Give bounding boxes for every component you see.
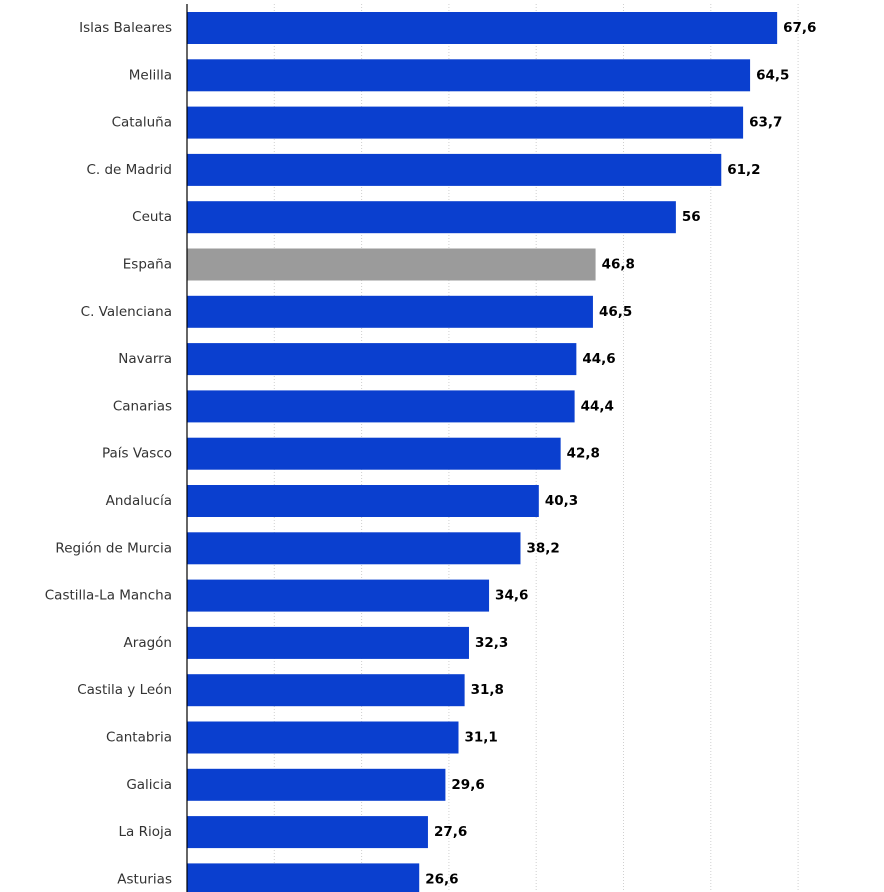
value-label-4: 56 <box>682 209 701 225</box>
bar-9[interactable] <box>187 437 561 470</box>
value-label-13: 32,3 <box>475 635 508 651</box>
bar-2[interactable] <box>187 106 744 139</box>
category-label-8: Canarias <box>113 398 172 414</box>
category-label-7: Navarra <box>118 351 172 367</box>
bar-3[interactable] <box>187 153 722 186</box>
value-label-1: 64,5 <box>756 67 789 83</box>
bar-4[interactable] <box>187 201 676 234</box>
value-label-8: 44,4 <box>581 398 614 414</box>
value-label-16: 29,6 <box>451 777 484 793</box>
value-label-14: 31,8 <box>471 682 504 698</box>
bar-11[interactable] <box>187 532 521 565</box>
value-label-15: 31,1 <box>465 730 498 746</box>
category-label-15: Cantabria <box>106 730 172 746</box>
bar-0[interactable] <box>187 12 778 44</box>
category-label-11: Región de Murcia <box>55 540 172 556</box>
category-label-4: Ceuta <box>132 209 172 225</box>
category-label-0: Islas Baleares <box>79 20 172 36</box>
value-label-0: 67,6 <box>783 20 816 36</box>
value-label-17: 27,6 <box>434 824 467 840</box>
bar-10[interactable] <box>187 485 539 517</box>
bar-12[interactable] <box>187 579 490 612</box>
bar-1[interactable] <box>187 59 751 92</box>
bar-16[interactable] <box>187 768 446 801</box>
bar-13[interactable] <box>187 626 469 659</box>
value-label-7: 44,6 <box>582 351 615 367</box>
bar-18[interactable] <box>187 863 420 892</box>
bars <box>187 12 778 892</box>
category-label-3: C. de Madrid <box>86 162 172 178</box>
category-label-5: España <box>123 257 172 273</box>
category-label-14: Castila y León <box>77 682 172 698</box>
category-label-16: Galicia <box>126 777 172 793</box>
value-labels: 67,6 64,5 63,7 61,2 56 46,8 46,5 44,6 44,4 42,8 40… <box>425 20 816 887</box>
value-label-6: 46,5 <box>599 304 632 320</box>
bar-8[interactable] <box>187 390 575 423</box>
value-label-10: 40,3 <box>545 493 578 509</box>
category-label-9: País Vasco <box>102 446 172 462</box>
bar-6[interactable] <box>187 295 593 328</box>
value-label-18: 26,6 <box>425 871 458 887</box>
category-labels: Islas Baleares Melilla Cataluña C. de Madri… <box>45 20 172 887</box>
bar-15[interactable] <box>187 721 459 754</box>
category-label-10: Andalucía <box>106 493 172 509</box>
bar-17[interactable] <box>187 816 428 849</box>
bar-7[interactable] <box>187 343 577 376</box>
value-label-3: 61,2 <box>727 162 760 178</box>
value-label-2: 63,7 <box>749 115 782 131</box>
category-label-2: Cataluña <box>112 115 172 131</box>
category-label-13: Aragón <box>124 635 172 651</box>
value-label-11: 38,2 <box>526 540 559 556</box>
value-label-9: 42,8 <box>567 446 600 462</box>
category-label-17: La Rioja <box>119 824 173 840</box>
category-label-18: Asturias <box>117 871 172 887</box>
category-label-12: Castilla-La Mancha <box>45 588 172 604</box>
category-label-6: C. Valenciana <box>81 304 172 320</box>
bar-14[interactable] <box>187 674 465 707</box>
category-label-1: Melilla <box>129 67 172 83</box>
bar-5[interactable] <box>187 248 596 281</box>
value-label-5: 46,8 <box>602 257 635 273</box>
value-label-12: 34,6 <box>495 588 528 604</box>
